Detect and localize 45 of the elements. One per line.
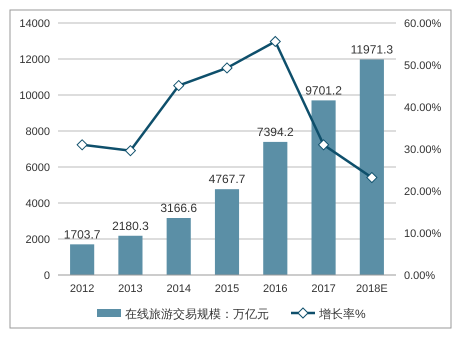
x-tick-label: 2013: [118, 283, 143, 295]
x-tick-label: 2016: [263, 283, 288, 295]
y2-tick-label: 10.00%: [404, 228, 442, 240]
bar: [312, 100, 336, 275]
data-label: 9701.2: [305, 83, 342, 98]
data-label: 4767.7: [208, 172, 246, 186]
bar: [166, 218, 191, 275]
y-tick-label: 4000: [26, 198, 50, 210]
bar: [70, 244, 94, 275]
y-tick-label: 12000: [19, 54, 50, 66]
data-label: 2180.3: [112, 218, 150, 233]
bar: [214, 189, 240, 275]
y2-tick-label: 30.00%: [404, 144, 442, 156]
x-tick-label: 2017: [311, 283, 336, 295]
data-label: 11971.3: [350, 42, 394, 57]
x-tick-label: 2018E: [356, 283, 388, 295]
y2-tick-label: 60.00%: [404, 18, 442, 30]
point: [222, 62, 232, 74]
legend-label: 增长率%: [318, 307, 366, 321]
data-label: 1703.7: [64, 227, 101, 242]
y-tick-label: 6000: [26, 162, 50, 174]
y2-tick-label: 20.00%: [404, 186, 442, 198]
legend-label: 在线旅游交易规模：万亿元: [125, 307, 269, 321]
bar: [360, 60, 384, 275]
y-tick-label: 0: [44, 270, 50, 282]
x-tick-label: 2014: [166, 283, 191, 295]
point: [318, 139, 330, 150]
x-tick-label: 2012: [70, 283, 94, 295]
y2-tick-label: 0.00%: [404, 270, 436, 282]
point: [76, 139, 88, 150]
data-label: 3166.6: [160, 201, 198, 215]
point: [173, 80, 184, 92]
point: [366, 172, 378, 184]
y-tick-label: 10000: [19, 90, 50, 102]
y2-tick-label: 50.00%: [404, 60, 442, 72]
point: [270, 36, 281, 47]
x-tick-label: 2015: [214, 283, 240, 295]
y2-tick-label: 40.00%: [404, 102, 442, 114]
y-tick-label: 2000: [26, 234, 50, 246]
y-tick-label: 8000: [26, 126, 50, 138]
point: [124, 145, 136, 156]
bar: [118, 236, 142, 275]
y-tick-label: 14000: [19, 18, 50, 30]
bar: [263, 142, 288, 275]
data-label: 7394.2: [256, 124, 294, 139]
